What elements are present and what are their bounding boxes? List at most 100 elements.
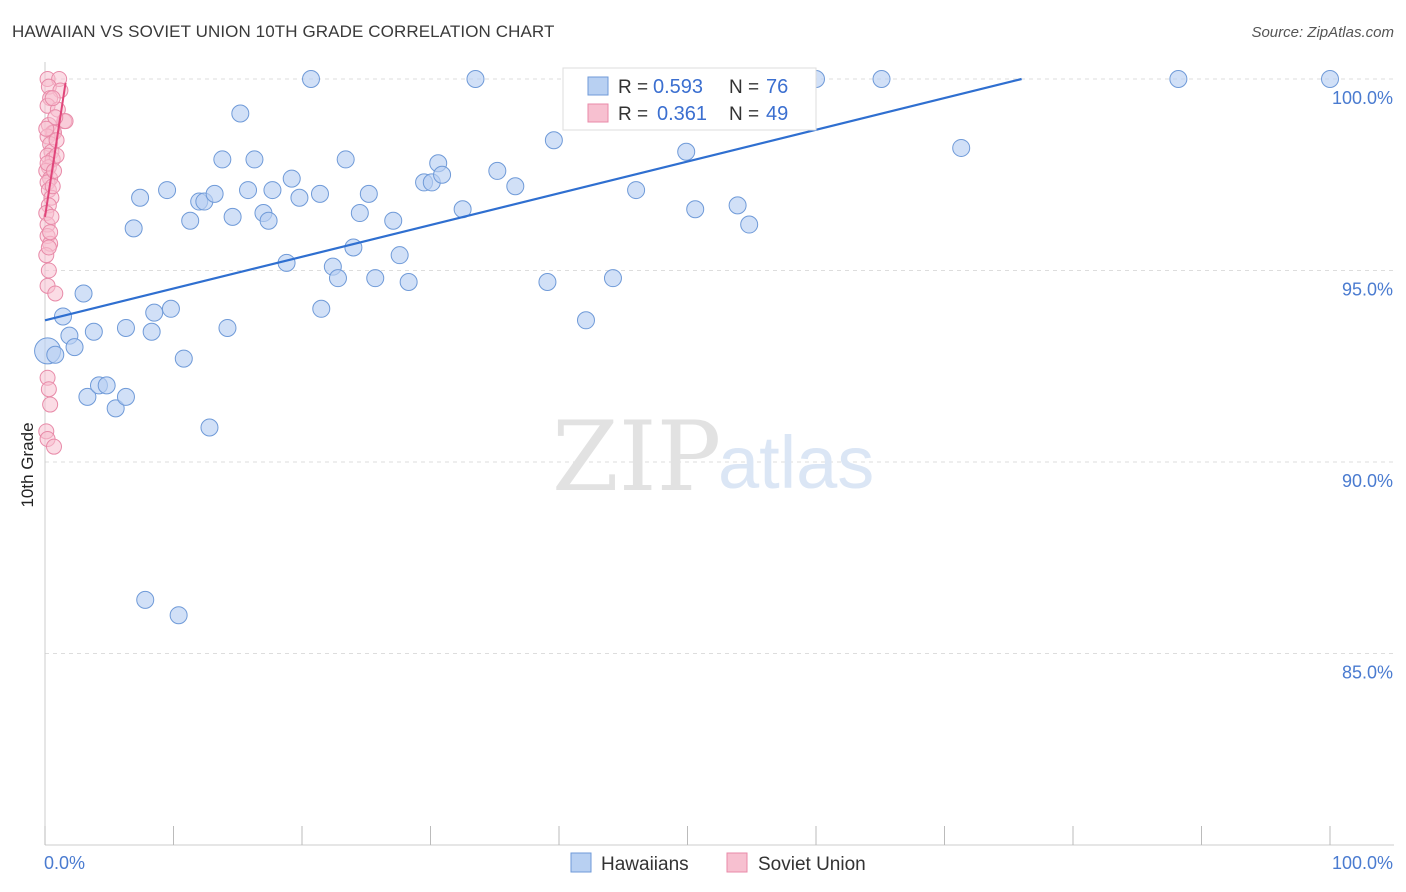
hawaiians-point-9 (97, 376, 116, 395)
hawaiians-point-66 (677, 142, 696, 161)
hawaiians-trend-line (44, 77, 1022, 322)
y-tick-label-0: 100.0% (1332, 88, 1393, 108)
legend-n-value-1: 76 (766, 76, 788, 98)
bottom-legend-hawaiians: Hawaiians (601, 854, 689, 875)
hawaiians-point-22 (181, 211, 200, 230)
hawaiians-point-51 (399, 272, 418, 291)
hawaiians-point-26 (205, 184, 224, 203)
hawaiians-point-43 (328, 269, 347, 288)
hawaiians-point-15 (136, 590, 155, 609)
x-tick-label-0: 0.0% (44, 853, 85, 873)
hawaiians-point-55 (433, 165, 452, 184)
hawaiians-point-1 (46, 345, 65, 364)
series-legend: Hawaiians Soviet Union (570, 852, 866, 875)
hawaiians-point-62 (576, 311, 595, 330)
hawaiians-point-30 (231, 104, 250, 123)
x-tick-labels: 0.0% 100.0% (44, 853, 1393, 873)
hawaiians-point-38 (290, 188, 309, 207)
y-tick-label-3: 85.0% (1342, 663, 1393, 683)
stats-legend: R = 0.593 N = 76 R = 0.361 N = 49 (562, 67, 817, 131)
hawaiians-point-41 (312, 299, 331, 318)
hawaiians-point-60 (538, 272, 557, 291)
hawaiians-point-11 (116, 387, 135, 406)
hawaiians-point-6 (78, 387, 97, 406)
soviet-union-point-37 (45, 438, 62, 455)
hawaiians-point-48 (366, 269, 385, 288)
hawaiians-point-5 (74, 284, 93, 303)
legend-n-value-2: 49 (766, 103, 788, 125)
hawaiians-point-32 (245, 150, 264, 169)
trend-lines (44, 77, 1022, 322)
soviet-union-points (38, 71, 74, 455)
soviet-union-point-42 (40, 239, 57, 256)
chart-title: HAWAIIAN VS SOVIET UNION 10TH GRADE CORR… (12, 22, 555, 41)
hawaiians-point-18 (158, 181, 177, 200)
hawaiians-point-61 (544, 131, 563, 150)
hawaiians-point-10 (106, 399, 125, 418)
legend-n-label-1: N = (729, 77, 759, 98)
legend-r-label-1: R = (618, 77, 648, 98)
hawaiians-point-44 (336, 150, 355, 169)
hawaiians-swatch (587, 76, 609, 96)
hawaiians-point-39 (301, 70, 320, 88)
hawaiians-point-73 (1169, 70, 1188, 88)
legend-r-value-1: 0.593 (653, 76, 703, 98)
hawaiians-point-31 (239, 181, 258, 200)
hawaiians-point-71 (872, 70, 891, 88)
hawaiians-point-47 (359, 184, 378, 203)
soviet-union-point-33 (40, 381, 57, 398)
soviet-union-point-47 (38, 120, 55, 137)
y-axis-label: 10th Grade (18, 422, 37, 507)
hawaiians-point-58 (488, 161, 507, 180)
bottom-hawaiians-swatch (570, 852, 592, 873)
bottom-legend-soviet-union: Soviet Union (758, 854, 866, 875)
hawaiians-point-29 (223, 207, 242, 226)
hawaiians-point-59 (506, 177, 525, 196)
hawaiians-point-17 (145, 303, 164, 322)
soviet-union-point-44 (44, 90, 61, 107)
hawaiians-point-21 (174, 349, 193, 368)
y-tick-label-1: 95.0% (1342, 280, 1393, 300)
hawaiians-point-7 (84, 322, 103, 341)
legend-r-value-2: 0.361 (657, 103, 707, 125)
hawaiians-point-27 (213, 150, 232, 169)
watermark-atlas: atlas (718, 421, 874, 504)
hawaiians-point-35 (263, 181, 282, 200)
soviet-union-trend-line (44, 82, 67, 218)
hawaiians-point-25 (200, 418, 219, 437)
hawaiians-point-34 (259, 211, 278, 230)
soviet-union-point-29 (40, 262, 57, 279)
hawaiians-point-12 (116, 318, 135, 337)
soviet-union-swatch (587, 103, 609, 123)
hawaiians-point-13 (124, 219, 143, 238)
soviet-union-point-34 (42, 396, 59, 413)
hawaiians-point-37 (282, 169, 301, 188)
hawaiians-point-64 (627, 181, 646, 200)
x-tick-label-1: 100.0% (1332, 853, 1393, 873)
hawaiians-point-72 (952, 138, 971, 157)
hawaiians-point-74 (1321, 70, 1339, 88)
watermark: ZIP atlas (552, 401, 874, 513)
hawaiians-point-46 (350, 204, 369, 223)
hawaiians-point-14 (131, 188, 150, 207)
legend-n-label-2: N = (729, 104, 759, 125)
hawaiians-point-40 (310, 184, 329, 203)
legend-r-label-2: R = (618, 104, 648, 125)
source-credit: Source: ZipAtlas.com (1251, 24, 1394, 41)
hawaiians-point-4 (65, 338, 84, 357)
soviet-union-point-46 (42, 224, 59, 241)
hawaiians-point-49 (384, 211, 403, 230)
hawaiians-point-67 (686, 200, 705, 219)
hawaiians-point-20 (169, 606, 188, 625)
y-tick-label-2: 90.0% (1342, 471, 1393, 491)
hawaiians-point-16 (142, 322, 161, 341)
hawaiians-point-57 (466, 70, 485, 88)
watermark-zip: ZIP (552, 401, 721, 513)
y-tick-labels: 100.0% 95.0% 90.0% 85.0% (1332, 88, 1393, 683)
soviet-union-point-40 (44, 178, 61, 195)
hawaiians-point-28 (218, 318, 237, 337)
soviet-union-point-48 (45, 162, 62, 179)
hawaiians-point-69 (740, 215, 759, 234)
hawaiians-point-50 (390, 246, 409, 265)
